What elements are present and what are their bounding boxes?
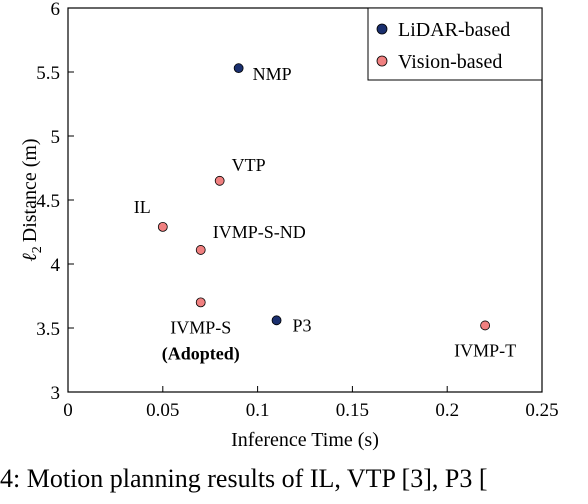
point-p3 bbox=[271, 315, 282, 326]
point-ivmp-t bbox=[480, 320, 491, 331]
legend: LiDAR-based Vision-based bbox=[367, 7, 543, 81]
point-vtp bbox=[214, 175, 225, 186]
y-axis-subscript: 2 bbox=[30, 246, 45, 253]
point-label: VTP bbox=[232, 155, 266, 175]
y-tick-label: 4.5 bbox=[36, 191, 60, 212]
x-axis-title: Inference Time (s) bbox=[231, 429, 379, 451]
y-axis-title: ℓ2 Distance (m) bbox=[19, 138, 45, 261]
x-tick-label: 0.15 bbox=[336, 400, 369, 421]
y-tick-label: 4 bbox=[51, 255, 61, 276]
legend-label-vision: Vision-based bbox=[398, 51, 502, 73]
point-label: IVMP-T bbox=[454, 340, 516, 360]
y-axis-symbol: ℓ bbox=[19, 253, 41, 262]
x-tick-label: 0.05 bbox=[146, 400, 179, 421]
x-tick-label: 0.1 bbox=[246, 400, 270, 421]
y-tick-label: 5.5 bbox=[36, 63, 60, 84]
point-ivmp-s-nd bbox=[195, 245, 206, 255]
legend-marker-lidar bbox=[376, 23, 388, 35]
scatter-chart: 0 0.05 0.1 0.15 0.2 0.25 3 3.5 4 4.5 5 5.5 6 NMP P3 V… bbox=[19, 0, 559, 451]
point-label: NMP bbox=[253, 64, 292, 84]
legend-marker-vision bbox=[376, 55, 388, 67]
y-tick-label: 5 bbox=[51, 127, 61, 148]
y-axis: 3 3.5 4 4.5 5 5.5 6 bbox=[36, 0, 74, 404]
legend-label-lidar: LiDAR-based bbox=[398, 19, 510, 41]
x-tick-label: 0 bbox=[63, 400, 73, 421]
y-tick-label: 3 bbox=[51, 383, 61, 404]
y-tick-label: 3.5 bbox=[36, 319, 60, 340]
y-tick-label: 6 bbox=[51, 0, 61, 20]
point-label: P3 bbox=[293, 315, 312, 335]
figure-caption: 4: Motion planning results of IL, VTP [3… bbox=[0, 464, 488, 493]
point-label: IVMP-S-ND bbox=[213, 222, 306, 242]
x-axis: 0 0.05 0.1 0.15 0.2 0.25 bbox=[63, 386, 559, 421]
point-label: IL bbox=[134, 197, 151, 217]
point-label: IVMP-S bbox=[170, 317, 231, 337]
legend-box bbox=[367, 7, 543, 81]
point-ivmp-s bbox=[195, 297, 206, 308]
x-tick-label: 0.25 bbox=[525, 400, 558, 421]
point-nmp bbox=[233, 63, 244, 74]
point-sublabel: (Adopted) bbox=[162, 343, 240, 364]
y-axis-title-text: Distance (m) bbox=[19, 138, 41, 242]
point-il bbox=[157, 221, 168, 232]
data-points: NMP P3 VTP IL IVMP-S-ND IVMP-S (Adopted) IVMP-T bbox=[134, 63, 516, 364]
x-tick-label: 0.2 bbox=[435, 400, 459, 421]
